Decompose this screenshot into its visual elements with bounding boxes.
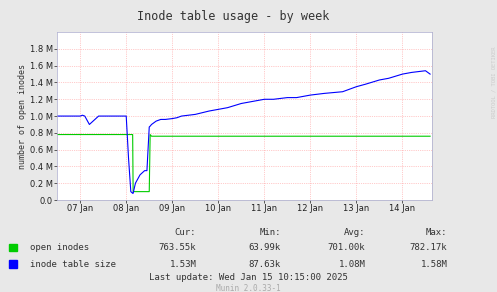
Text: 1.53M: 1.53M	[169, 260, 196, 269]
Text: Min:: Min:	[259, 228, 281, 237]
Text: Cur:: Cur:	[175, 228, 196, 237]
Y-axis label: number of open inodes: number of open inodes	[18, 64, 27, 168]
Text: open inodes: open inodes	[30, 243, 89, 252]
Text: Inode table usage - by week: Inode table usage - by week	[137, 10, 330, 23]
Text: Last update: Wed Jan 15 10:15:00 2025: Last update: Wed Jan 15 10:15:00 2025	[149, 273, 348, 282]
Text: 782.17k: 782.17k	[410, 243, 447, 252]
Text: Avg:: Avg:	[344, 228, 365, 237]
Text: 87.63k: 87.63k	[248, 260, 281, 269]
Text: 1.58M: 1.58M	[420, 260, 447, 269]
Text: 63.99k: 63.99k	[248, 243, 281, 252]
Text: Munin 2.0.33-1: Munin 2.0.33-1	[216, 284, 281, 292]
Text: 763.55k: 763.55k	[159, 243, 196, 252]
Text: Max:: Max:	[426, 228, 447, 237]
Text: inode table size: inode table size	[30, 260, 116, 269]
Text: 1.08M: 1.08M	[338, 260, 365, 269]
Text: 701.00k: 701.00k	[328, 243, 365, 252]
Text: RRDTOOL / TOBI OETIKER: RRDTOOL / TOBI OETIKER	[491, 46, 496, 117]
